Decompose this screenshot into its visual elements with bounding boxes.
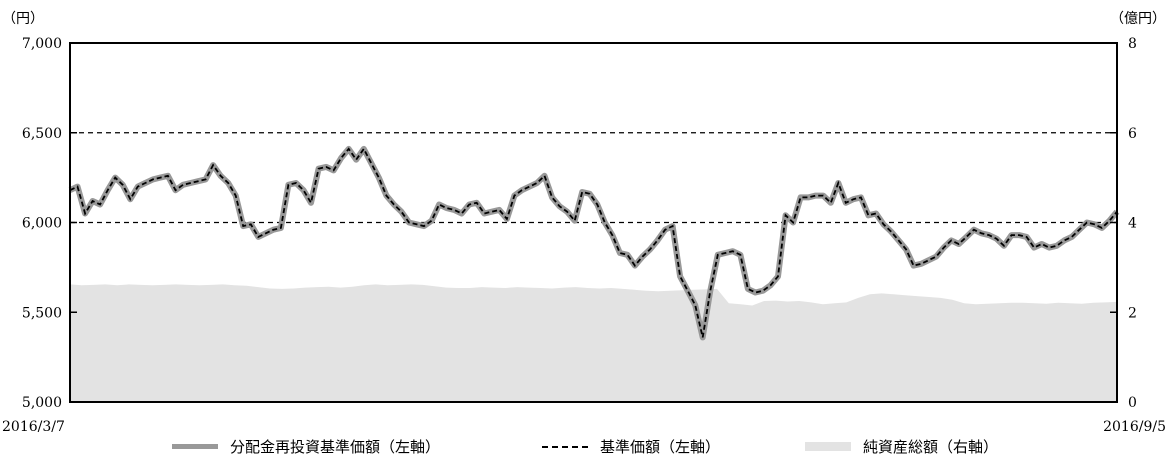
- legend-item-reinvested-nav: 分配金再投資基準価額（左軸）: [172, 436, 440, 457]
- gridlines: [70, 132, 1117, 224]
- right-axis-unit: （億円）: [1110, 11, 1166, 27]
- legend-item-net-assets: 純資産総額（右軸）: [805, 436, 998, 457]
- legend-item-base-price: 基準価額（左軸）: [542, 436, 720, 457]
- left-tick-label: 5,000: [22, 395, 62, 411]
- left-axis-unit: （円）: [2, 11, 44, 27]
- left-tick-label: 6,000: [22, 216, 62, 232]
- legend-label-base-price: 基準価額（左軸）: [600, 438, 721, 456]
- x-end-label: 2016/9/5: [1103, 419, 1166, 435]
- series-line-base-price: [69, 147, 1118, 338]
- legend-swatch-base-price: [542, 445, 588, 448]
- right-tick-label: 4: [1128, 216, 1137, 232]
- right-tick-label: 8: [1128, 36, 1137, 52]
- left-tick-label: 6,500: [22, 126, 62, 142]
- legend-label-reinvested-nav: 分配金再投資基準価額（左軸）: [230, 438, 441, 456]
- right-tick-label: 6: [1128, 126, 1137, 142]
- chart-legend: 分配金再投資基準価額（左軸） 基準価額（左軸） 純資産総額（右軸）: [0, 436, 1168, 458]
- net-assets-area-layer: [70, 284, 1117, 402]
- right-tick-label: 0: [1128, 395, 1137, 411]
- legend-label-net-assets: 純資産総額（右軸）: [863, 438, 999, 456]
- net-assets-area: [70, 284, 1117, 402]
- x-start-label: 2016/3/7: [2, 419, 65, 435]
- price-lines-layer: [68, 145, 1120, 341]
- legend-swatch-net-assets: [805, 442, 851, 451]
- legend-swatch-reinvested-nav: [172, 444, 218, 449]
- left-tick-label: 5,500: [22, 305, 62, 321]
- right-tick-label: 2: [1128, 305, 1137, 321]
- axis-ticks: 5,000 5,500 6,000 6,500 7,000 0 2 4 6 8: [22, 36, 1137, 411]
- left-tick-label: 7,000: [22, 36, 62, 52]
